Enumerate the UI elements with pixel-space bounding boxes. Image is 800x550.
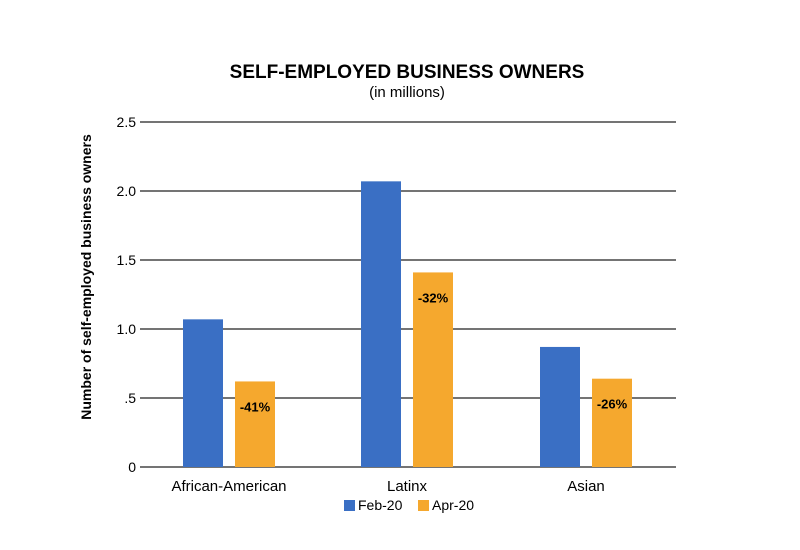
category-label: African-American	[171, 478, 286, 495]
y-tick-label: 1.0	[117, 321, 137, 337]
gridlines	[140, 121, 676, 468]
legend-swatch	[418, 500, 429, 511]
legend-label: Feb-20	[358, 497, 403, 513]
y-tick-label: 0	[128, 459, 136, 475]
y-tick-labels: 0 .5 1.0 1.5 2.0 2.5	[117, 114, 137, 475]
chart-subtitle: (in millions)	[369, 84, 445, 101]
data-label: -26%	[597, 397, 628, 412]
category-label: Asian	[567, 478, 605, 495]
y-axis-label: Number of self-employed business owners	[78, 134, 94, 420]
y-tick-label: 1.5	[117, 252, 137, 268]
category-label: Latinx	[387, 478, 428, 495]
bar-apr-20-asian	[592, 378, 632, 467]
y-tick-label: 2.5	[117, 114, 137, 130]
y-tick-label: .5	[124, 390, 136, 406]
data-labels: -41% -32% -26%	[240, 290, 628, 414]
bar-apr-20-african-american	[235, 381, 275, 467]
bar-feb-20-asian	[540, 346, 580, 467]
bars	[183, 181, 632, 467]
data-label: -41%	[240, 399, 271, 414]
bar-feb-20-african-american	[183, 319, 223, 467]
category-labels: African-American Latinx Asian	[171, 478, 604, 495]
bar-apr-20-latinx	[413, 272, 453, 467]
legend-label: Apr-20	[432, 497, 474, 513]
data-label: -32%	[418, 290, 449, 305]
legend-swatch	[344, 500, 355, 511]
y-tick-label: 2.0	[117, 183, 137, 199]
legend: Feb-20 Apr-20	[344, 497, 474, 513]
chart-title: SELF-EMPLOYED BUSINESS OWNERS	[230, 62, 585, 83]
bar-feb-20-latinx	[361, 181, 401, 467]
